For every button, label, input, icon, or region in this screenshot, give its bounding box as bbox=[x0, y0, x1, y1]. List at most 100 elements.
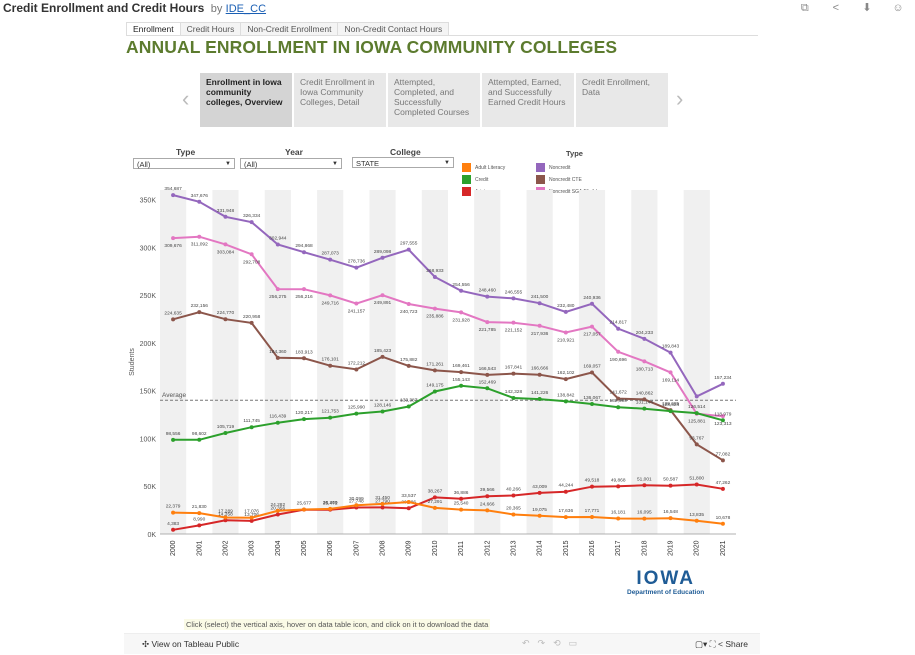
duplicate-icon[interactable]: ⧉ bbox=[800, 2, 809, 14]
comment-icon[interactable]: ▢▾ bbox=[695, 639, 710, 649]
author-link[interactable]: IDE_CC bbox=[225, 3, 267, 15]
data-label: 190,696 bbox=[610, 357, 628, 363]
y-tick-label: 250K bbox=[140, 293, 157, 300]
data-point bbox=[563, 377, 568, 382]
data-point bbox=[668, 409, 673, 414]
data-label: 240,723 bbox=[400, 309, 418, 315]
story-point-courses[interactable]: Attempted, Completed, and Successfully C… bbox=[388, 73, 480, 127]
data-label: 26,269 bbox=[323, 500, 338, 506]
data-label: 33,537 bbox=[401, 493, 416, 499]
y-axis-title: Students bbox=[129, 348, 136, 376]
tab-non-credit-enrollment[interactable]: Non-Credit Enrollment bbox=[240, 22, 339, 35]
data-label: 21,830 bbox=[192, 504, 207, 510]
download-icon[interactable]: ⬇ bbox=[862, 2, 872, 14]
tab-non-credit-contact-hours[interactable]: Non-Credit Contact Hours bbox=[337, 22, 450, 35]
x-tick-label: 2012 bbox=[484, 540, 491, 556]
data-label: 123,313 bbox=[714, 421, 732, 427]
x-tick-label: 2010 bbox=[432, 540, 439, 556]
revert-icon[interactable]: ⟲ bbox=[553, 638, 569, 648]
iowa-logo: IOWA Department of Education bbox=[627, 568, 704, 596]
data-label: 16,181 bbox=[611, 510, 626, 516]
data-point bbox=[563, 330, 568, 335]
enrollment-line-chart: 0K 50K 100K 150K 200K 250K 300K 350K Students 200… bbox=[129, 186, 736, 556]
legend-swatch[interactable] bbox=[536, 175, 545, 184]
data-label: 51,800 bbox=[689, 476, 704, 482]
data-label: 232,480 bbox=[557, 303, 575, 309]
legend-swatch[interactable] bbox=[462, 175, 471, 184]
data-point bbox=[171, 510, 176, 515]
legend-label: Noncredit CTE bbox=[549, 177, 582, 183]
data-label: 49,868 bbox=[611, 477, 626, 483]
data-point bbox=[459, 370, 464, 375]
type-filter-select[interactable]: (All) ▼ bbox=[133, 158, 235, 169]
data-point bbox=[197, 310, 202, 315]
data-point bbox=[511, 296, 516, 301]
data-label: 169,057 bbox=[583, 363, 601, 369]
story-point-credit-hours[interactable]: Attempted, Earned, and Successfully Earn… bbox=[482, 73, 574, 127]
favorite-icon[interactable]: ☺ bbox=[892, 2, 904, 14]
data-label: 217,936 bbox=[531, 331, 549, 337]
data-point bbox=[380, 505, 385, 510]
college-filter-select[interactable]: STATE ▼ bbox=[352, 157, 454, 168]
data-point bbox=[537, 372, 542, 377]
data-label: 240,936 bbox=[583, 295, 601, 301]
carousel-prev-icon[interactable]: ‹ bbox=[182, 86, 190, 111]
data-point bbox=[249, 425, 254, 430]
data-label: 180,713 bbox=[636, 366, 654, 372]
data-label: 39,566 bbox=[480, 487, 495, 493]
data-point bbox=[328, 415, 333, 420]
data-label: 132,694 bbox=[610, 398, 628, 404]
data-point bbox=[354, 367, 359, 372]
tab-credit-hours[interactable]: Credit Hours bbox=[179, 22, 242, 35]
data-label: 149,175 bbox=[426, 382, 444, 388]
by-label: by bbox=[210, 3, 223, 15]
share-nodes-icon[interactable]: < bbox=[832, 2, 840, 14]
data-label: 152,469 bbox=[479, 379, 497, 385]
year-filter-select[interactable]: (All) ▼ bbox=[240, 158, 342, 169]
column-band bbox=[578, 190, 606, 534]
data-point bbox=[642, 406, 647, 411]
fullscreen-icon[interactable]: ⛶ bbox=[709, 639, 718, 649]
data-point bbox=[720, 458, 725, 463]
data-label: 309,676 bbox=[164, 243, 182, 249]
data-point bbox=[197, 234, 202, 239]
data-point bbox=[616, 349, 621, 354]
story-point-overview[interactable]: Enrollment in Iowa community colleges, O… bbox=[200, 73, 292, 127]
pause-icon[interactable]: ▭ bbox=[568, 638, 586, 648]
carousel-next-icon[interactable]: › bbox=[676, 86, 684, 111]
data-label: 133,387 bbox=[400, 398, 418, 404]
data-point bbox=[380, 409, 385, 414]
view-on-tableau-link[interactable]: ✣ View on Tableau Public bbox=[142, 639, 239, 650]
data-point bbox=[616, 396, 621, 401]
story-point-data[interactable]: Credit Enrollment, Data bbox=[576, 73, 668, 127]
story-point-credit-detail[interactable]: Credit Enrollment in Iowa Community Coll… bbox=[294, 73, 386, 127]
column-band bbox=[474, 190, 501, 534]
data-point bbox=[590, 401, 594, 406]
data-label: 221,785 bbox=[479, 327, 497, 333]
undo-icon[interactable]: ↶ bbox=[522, 638, 538, 648]
data-label: 249,716 bbox=[322, 300, 340, 306]
redo-icon[interactable]: ↷ bbox=[537, 638, 554, 648]
data-point bbox=[616, 326, 621, 331]
data-label: 249,891 bbox=[374, 300, 392, 306]
data-label: 268,933 bbox=[426, 268, 444, 274]
data-label: 167,841 bbox=[505, 365, 523, 371]
data-label: 17,076 bbox=[244, 509, 259, 515]
legend-swatch[interactable] bbox=[462, 187, 471, 196]
y-tick-label: 100K bbox=[140, 436, 157, 443]
data-point bbox=[642, 397, 647, 402]
legend-swatch[interactable] bbox=[536, 163, 545, 172]
data-label: 13,835 bbox=[689, 512, 704, 518]
chevron-down-icon: ▼ bbox=[444, 160, 450, 166]
tab-enrollment[interactable]: Enrollment bbox=[126, 22, 181, 35]
data-point bbox=[537, 301, 542, 306]
data-label: 184,360 bbox=[269, 349, 287, 355]
data-point bbox=[720, 486, 725, 491]
data-point bbox=[171, 437, 176, 442]
legend-swatch[interactable] bbox=[462, 163, 471, 172]
data-label: 30,099 bbox=[349, 496, 364, 502]
share-button[interactable]: ▢▾ ⛶ < Share bbox=[695, 639, 748, 650]
dashboard-title: ANNUAL ENROLLMENT IN IOWA COMMUNITY COLL… bbox=[126, 37, 618, 57]
data-label: 141,672 bbox=[610, 390, 628, 396]
data-point bbox=[354, 265, 359, 270]
